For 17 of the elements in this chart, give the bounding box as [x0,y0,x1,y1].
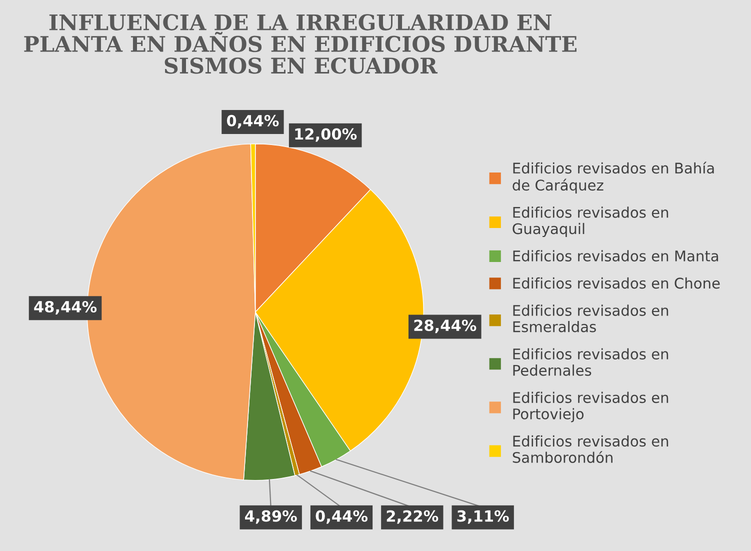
legend-label: Edificios revisados en Manta [513,250,718,262]
data-label: 0,44% [226,114,279,128]
legend-label: Edificios revisados en Bahía de Caráquez [512,162,714,194]
legend-label: Edificios revisados en Guayaquil [512,206,668,238]
data-label: 3,11% [457,510,509,524]
legend-label: Edificios revisados en Pedernales [513,348,668,376]
legend-label: Edificios revisados en Chone [513,277,720,289]
data-label: 2,22% [386,510,438,524]
legend-label: Edificios revisados en Portoviejo [513,392,668,422]
data-label: 48,44% [34,300,97,314]
data-label: 0,44% [316,510,368,524]
legend-label: Edificios revisados en Samborondón [512,435,668,463]
data-label: 28,44% [414,320,476,334]
data-label: 4,89% [245,510,297,524]
legend-label: Edificios revisados en Esmeraldas [513,304,668,332]
data-label: 12,00% [295,128,357,142]
chart-title: INFLUENCIA DE LA IRREGULARIDAD EN PLANTA EN DAÑOS EN EDIFICIOS DURANTE SISMOS EN ECUADOR [24,14,576,74]
